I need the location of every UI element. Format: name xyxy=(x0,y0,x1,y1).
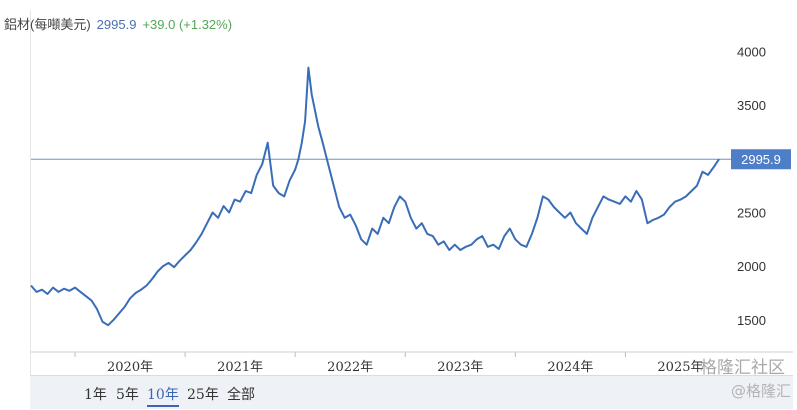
chart-header: 鋁材(每噸美元) 2995.9 +39.0 (+1.32%) xyxy=(4,14,232,33)
range-selector-bar: 1年 5年 10年 25年 全部 xyxy=(30,375,793,409)
price-change: +39.0 (+1.32%) xyxy=(142,17,233,32)
last-value-badge xyxy=(731,149,791,170)
x-tick-label: 2024年 xyxy=(547,360,593,375)
x-tick-label: 2021年 xyxy=(217,360,263,375)
y-tick-label: 2500 xyxy=(737,205,766,220)
watermark: 格隆汇社区 xyxy=(700,358,785,378)
y-tick-label: 4000 xyxy=(737,44,766,59)
x-tick-label: 2020年 xyxy=(107,360,153,375)
range-button-10y[interactable]: 10年 xyxy=(147,384,179,407)
chart-title: 鋁材(每噸美元) xyxy=(4,17,91,32)
last-value-label: 2995.9 xyxy=(741,152,781,167)
x-tick-label: 2025年 xyxy=(657,360,703,375)
range-button-5y[interactable]: 5年 xyxy=(116,387,139,403)
range-button-25y[interactable]: 25年 xyxy=(187,387,219,403)
chart-frame xyxy=(30,10,794,408)
y-tick-label: 2000 xyxy=(737,259,766,274)
x-tick-label: 2022年 xyxy=(327,360,373,375)
x-tick-label: 2023年 xyxy=(437,360,483,375)
range-button-all[interactable]: 全部 xyxy=(227,387,255,403)
range-button-1y[interactable]: 1年 xyxy=(84,387,107,403)
y-tick-label: 1500 xyxy=(737,313,766,328)
watermark-sub: @格隆汇 xyxy=(730,382,791,400)
current-price: 2995.9 xyxy=(96,17,137,32)
price-line xyxy=(30,66,720,327)
y-tick-label: 3500 xyxy=(737,98,766,113)
